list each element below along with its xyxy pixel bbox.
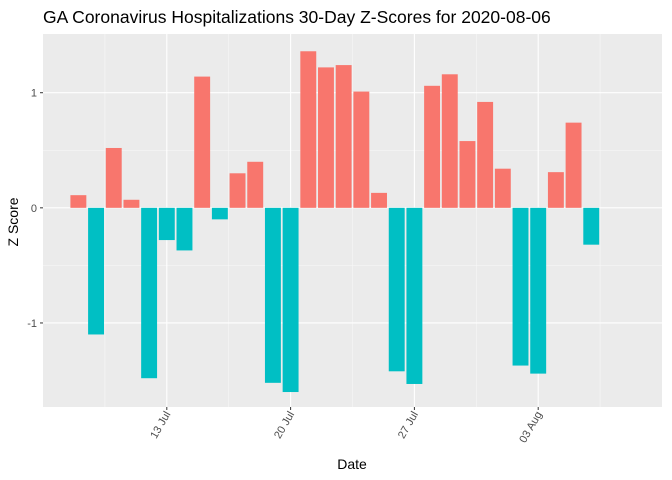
x-axis-title: Date	[337, 456, 367, 472]
bar	[565, 122, 582, 208]
bar	[105, 147, 122, 208]
bar	[70, 195, 87, 208]
bar	[441, 74, 458, 208]
bar	[247, 161, 264, 208]
bar	[335, 65, 352, 208]
bar	[264, 207, 281, 383]
x-tick-label: 20 Jul	[272, 410, 297, 441]
x-tick-label: 13 Jul	[148, 410, 173, 441]
chart-title: GA Coronavirus Hospitalizations 30-Day Z…	[43, 7, 551, 27]
bar	[211, 207, 228, 220]
bars	[70, 51, 600, 393]
x-tick-label: 03 Aug	[517, 410, 545, 446]
bar	[141, 207, 158, 379]
y-axis-title: Z Score	[5, 197, 21, 246]
bar	[194, 76, 211, 208]
bar	[494, 168, 511, 208]
plot-panel	[43, 34, 662, 407]
bar	[282, 207, 299, 393]
bar	[371, 192, 387, 208]
bar	[123, 199, 140, 208]
x-axis: 13 Jul 20 Jul 27 Jul 03 Aug	[148, 407, 545, 446]
bar	[424, 85, 441, 208]
y-tick-label: -1	[27, 318, 37, 330]
bar	[229, 173, 246, 208]
y-axis: -1 0 1	[27, 88, 43, 330]
bar	[477, 101, 494, 208]
x-tick-label: 27 Jul	[396, 410, 421, 441]
bar	[158, 207, 175, 241]
bar	[300, 51, 317, 208]
bar	[459, 141, 476, 208]
bar	[353, 91, 370, 208]
bar	[176, 207, 193, 251]
bar	[388, 207, 405, 372]
bar	[318, 67, 334, 208]
bar	[88, 207, 105, 335]
y-tick-label: 1	[31, 88, 37, 100]
bar	[530, 207, 547, 374]
y-tick-label: 0	[31, 203, 37, 215]
bar	[547, 172, 564, 208]
bar	[406, 207, 423, 384]
bar	[512, 207, 529, 366]
bar	[583, 207, 600, 245]
